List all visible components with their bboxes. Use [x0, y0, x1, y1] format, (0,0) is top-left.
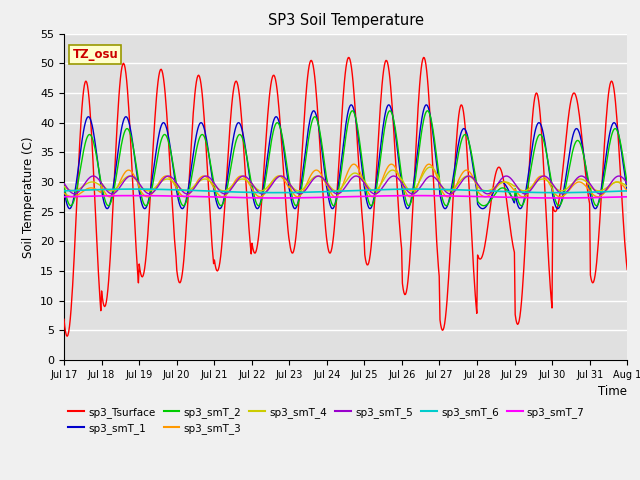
sp3_smT_3 [369, 194, 376, 200]
Title: SP3 Soil Temperature: SP3 Soil Temperature [268, 13, 424, 28]
sp3_smT_5 [623, 180, 631, 186]
Y-axis label: Soil Temperature (C): Soil Temperature (C) [22, 136, 35, 258]
sp3_smT_6 [70, 188, 78, 193]
sp3_smT_2 [405, 203, 413, 209]
sp3_Tsurface [186, 159, 194, 165]
Line: sp3_smT_7: sp3_smT_7 [64, 196, 627, 198]
sp3_smT_4 [432, 170, 440, 176]
sp3_smT_2 [424, 108, 431, 114]
sp3_Tsurface [71, 238, 79, 244]
sp3_smT_7 [60, 194, 68, 200]
sp3_smT_3 [128, 169, 136, 175]
sp3_smT_5 [416, 185, 424, 191]
sp3_smT_3 [416, 178, 424, 183]
sp3_smT_7 [70, 193, 78, 199]
sp3_smT_6 [186, 187, 194, 193]
sp3_smT_6 [431, 186, 439, 192]
Legend: sp3_Tsurface, sp3_smT_1, sp3_smT_2, sp3_smT_3, sp3_smT_4, sp3_smT_5, sp3_smT_6, : sp3_Tsurface, sp3_smT_1, sp3_smT_2, sp3_… [64, 402, 589, 438]
sp3_smT_5 [60, 180, 68, 186]
sp3_smT_6 [216, 189, 224, 194]
sp3_smT_2 [60, 182, 68, 188]
sp3_smT_4 [129, 174, 137, 180]
sp3_smT_1 [60, 187, 68, 192]
sp3_smT_3 [60, 190, 68, 196]
Line: sp3_smT_3: sp3_smT_3 [64, 164, 627, 197]
sp3_smT_7 [623, 194, 631, 200]
Line: sp3_Tsurface: sp3_Tsurface [64, 58, 627, 336]
sp3_smT_7 [431, 193, 439, 199]
sp3_smT_1 [179, 206, 186, 212]
sp3_smT_5 [186, 191, 193, 196]
sp3_smT_1 [623, 188, 631, 194]
sp3_Tsurface [60, 316, 68, 322]
sp3_smT_3 [70, 194, 78, 200]
sp3_smT_6 [623, 188, 631, 194]
sp3_smT_4 [71, 188, 79, 193]
sp3_smT_7 [131, 193, 138, 199]
sp3_smT_1 [70, 193, 78, 199]
sp3_smT_4 [60, 183, 68, 189]
sp3_smT_1 [216, 206, 224, 212]
sp3_smT_1 [432, 157, 440, 163]
sp3_Tsurface [623, 266, 631, 272]
sp3_smT_4 [216, 187, 224, 192]
sp3_smT_5 [215, 187, 223, 193]
sp3_smT_3 [432, 171, 440, 177]
sp3_smT_2 [186, 187, 193, 192]
sp3_smT_5 [315, 173, 323, 179]
sp3_smT_2 [128, 139, 136, 144]
sp3_smT_4 [426, 164, 434, 170]
sp3_smT_6 [131, 186, 138, 192]
sp3_smT_2 [415, 149, 422, 155]
sp3_smT_5 [296, 191, 303, 197]
sp3_smT_2 [215, 201, 223, 207]
sp3_smT_5 [128, 173, 136, 179]
Line: sp3_smT_2: sp3_smT_2 [64, 111, 627, 206]
sp3_smT_3 [215, 192, 223, 198]
Line: sp3_smT_6: sp3_smT_6 [64, 189, 627, 192]
Line: sp3_smT_5: sp3_smT_5 [64, 176, 627, 194]
sp3_smT_4 [186, 187, 194, 192]
Line: sp3_smT_1: sp3_smT_1 [64, 105, 627, 209]
sp3_smT_6 [60, 188, 68, 194]
sp3_smT_7 [128, 193, 136, 199]
sp3_smT_1 [186, 174, 194, 180]
sp3_Tsurface [216, 259, 224, 265]
sp3_smT_2 [70, 197, 78, 203]
sp3_smT_1 [348, 102, 355, 108]
sp3_smT_6 [415, 186, 422, 192]
sp3_Tsurface [420, 55, 428, 60]
sp3_Tsurface [63, 334, 71, 339]
sp3_Tsurface [129, 184, 137, 190]
sp3_Tsurface [415, 93, 422, 99]
Text: TZ_osu: TZ_osu [72, 48, 118, 61]
sp3_smT_7 [415, 193, 422, 199]
sp3_smT_1 [416, 132, 424, 137]
sp3_Tsurface [432, 228, 440, 234]
sp3_smT_6 [553, 190, 561, 195]
sp3_smT_3 [186, 191, 193, 197]
sp3_smT_4 [415, 180, 422, 185]
sp3_smT_6 [128, 186, 136, 192]
sp3_smT_7 [553, 195, 561, 201]
sp3_smT_4 [70, 188, 77, 194]
sp3_smT_5 [70, 191, 78, 197]
sp3_smT_2 [623, 180, 631, 186]
sp3_smT_5 [432, 176, 440, 182]
sp3_smT_1 [128, 136, 136, 142]
sp3_smT_3 [623, 188, 631, 193]
sp3_smT_4 [623, 183, 631, 189]
sp3_smT_2 [432, 149, 440, 155]
sp3_smT_7 [186, 193, 194, 199]
sp3_smT_3 [388, 161, 396, 167]
X-axis label: Time: Time [598, 385, 627, 398]
sp3_smT_7 [216, 194, 224, 200]
Line: sp3_smT_4: sp3_smT_4 [64, 167, 627, 191]
